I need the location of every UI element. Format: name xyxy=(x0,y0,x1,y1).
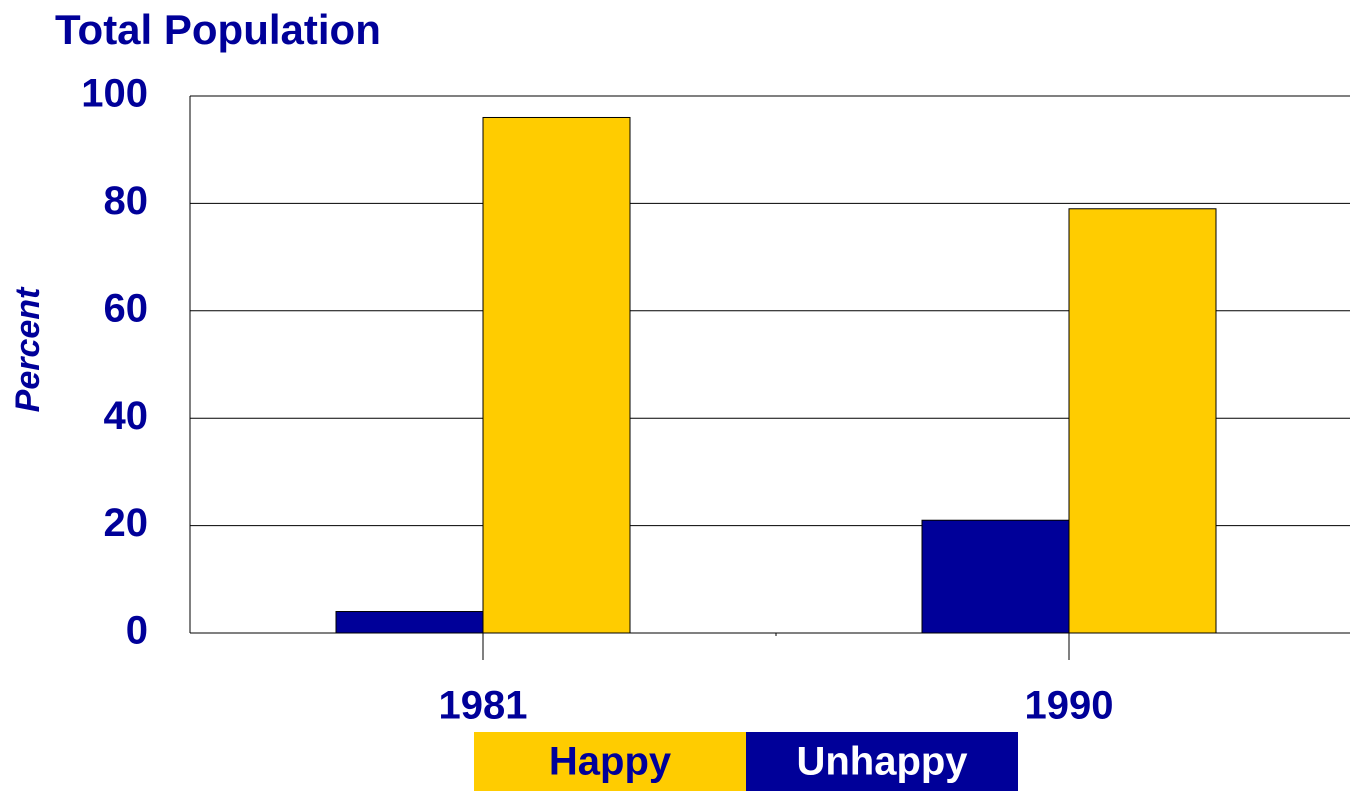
y-tick-label: 60 xyxy=(104,286,149,330)
y-tick-label: 40 xyxy=(104,394,149,438)
chart-title: Total Population xyxy=(55,6,381,53)
x-tick-label: 1981 xyxy=(439,684,528,728)
legend-label: Unhappy xyxy=(796,740,968,784)
bar xyxy=(921,519,1070,634)
y-tick-label: 0 xyxy=(126,609,148,653)
y-tick-label: 100 xyxy=(81,72,148,116)
bar xyxy=(1068,208,1217,634)
legend-box xyxy=(474,732,746,791)
legend-box xyxy=(746,732,1018,791)
bar xyxy=(482,116,631,634)
legend-label: Happy xyxy=(549,740,672,784)
bar xyxy=(335,611,484,634)
y-axis-label: Percent xyxy=(9,286,47,412)
y-tick-label: 20 xyxy=(104,501,149,545)
y-tick-label: 80 xyxy=(104,179,149,223)
x-tick-label: 1990 xyxy=(1025,684,1114,728)
